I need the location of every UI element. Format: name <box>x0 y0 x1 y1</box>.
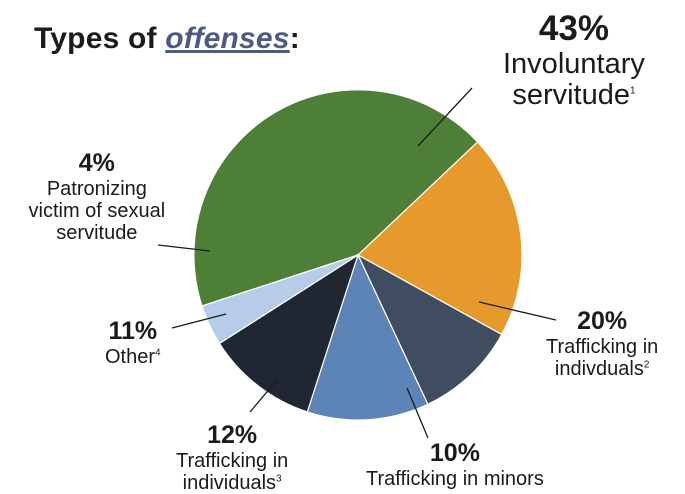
slice-text: victim of sexual <box>28 199 166 222</box>
slice-percent: 12% <box>207 421 258 449</box>
slice-text: Patronizing <box>46 177 147 200</box>
pie-slice <box>356 141 523 336</box>
slice-text: Trafficking in minors <box>366 467 544 490</box>
slice-text: individuals3 <box>182 471 282 494</box>
pie-slice <box>218 253 360 413</box>
slice-percent: 11% <box>108 317 158 345</box>
footnote-marker: 4 <box>155 346 161 358</box>
chart-title: Types of offenses: <box>34 22 300 55</box>
pie-slice <box>193 89 479 307</box>
footnote-marker: 2 <box>643 358 650 370</box>
slice-label: 20% Trafficking in indivduals2 <box>546 307 659 380</box>
slice-text: servitude1 <box>512 79 636 112</box>
leader-line <box>406 387 429 439</box>
slice-label: 12% Trafficking in individuals3 <box>176 421 289 494</box>
slice-text: Involuntary <box>503 47 645 80</box>
slice-percent: 20% <box>577 307 628 335</box>
leader-line <box>249 378 279 413</box>
slice-text: Trafficking in <box>546 335 659 358</box>
slice-percent: 10% <box>429 439 480 467</box>
slice-percent: 43% <box>538 9 609 48</box>
slice-text: Trafficking in <box>176 449 289 472</box>
slice-label: 10% Trafficking in minors <box>366 439 544 490</box>
leader-line <box>478 301 557 321</box>
leader-line <box>417 87 473 147</box>
footnote-marker: 3 <box>276 472 282 484</box>
pie-slice <box>201 254 359 345</box>
footnote-marker: 1 <box>629 85 636 97</box>
slice-label: 4% Patronizing victim of sexual servitude <box>28 149 166 244</box>
leader-line <box>171 313 227 329</box>
slice-text: servitude <box>56 221 138 244</box>
leader-line <box>157 244 211 252</box>
slice-text: indivduals2 <box>554 357 650 380</box>
pie-slice <box>306 253 429 421</box>
pie-slice <box>356 253 503 406</box>
slice-label: 43% Involuntary servitude1 <box>503 9 645 112</box>
slice-percent: 4% <box>78 149 115 177</box>
slice-label: 11% Other4 <box>105 317 161 368</box>
title-emphasis: offenses <box>165 22 290 55</box>
slice-text: Other4 <box>105 345 161 368</box>
